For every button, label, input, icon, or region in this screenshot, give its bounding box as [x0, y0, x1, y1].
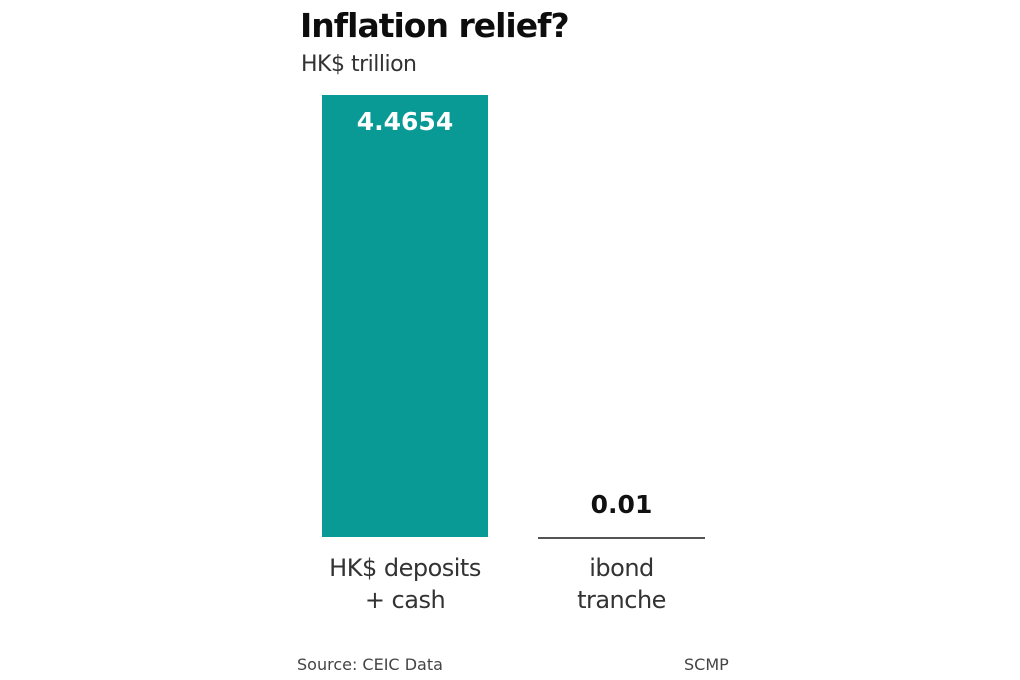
- chart-subtitle-units: HK$ trillion: [301, 52, 417, 77]
- bar-value-label-ibond: 0.01: [590, 490, 653, 519]
- bar-value-label: 4.4654: [356, 107, 454, 136]
- bar-hk-deposits-cash: 4.4654: [322, 95, 488, 537]
- publisher-credit: SCMP: [684, 655, 729, 674]
- chart-title: Inflation relief?: [300, 6, 570, 45]
- category-label-line: tranche: [577, 586, 666, 614]
- bar-ibond-tranche: [538, 537, 705, 539]
- category-label-line: + cash: [364, 586, 446, 614]
- category-label-line: HK$ deposits: [329, 554, 481, 582]
- source-note: Source: CEIC Data: [297, 655, 443, 674]
- category-label-line: ibond: [589, 554, 654, 582]
- category-label-ibond: ibond tranche: [520, 552, 723, 616]
- category-label-deposits: HK$ deposits + cash: [300, 552, 510, 616]
